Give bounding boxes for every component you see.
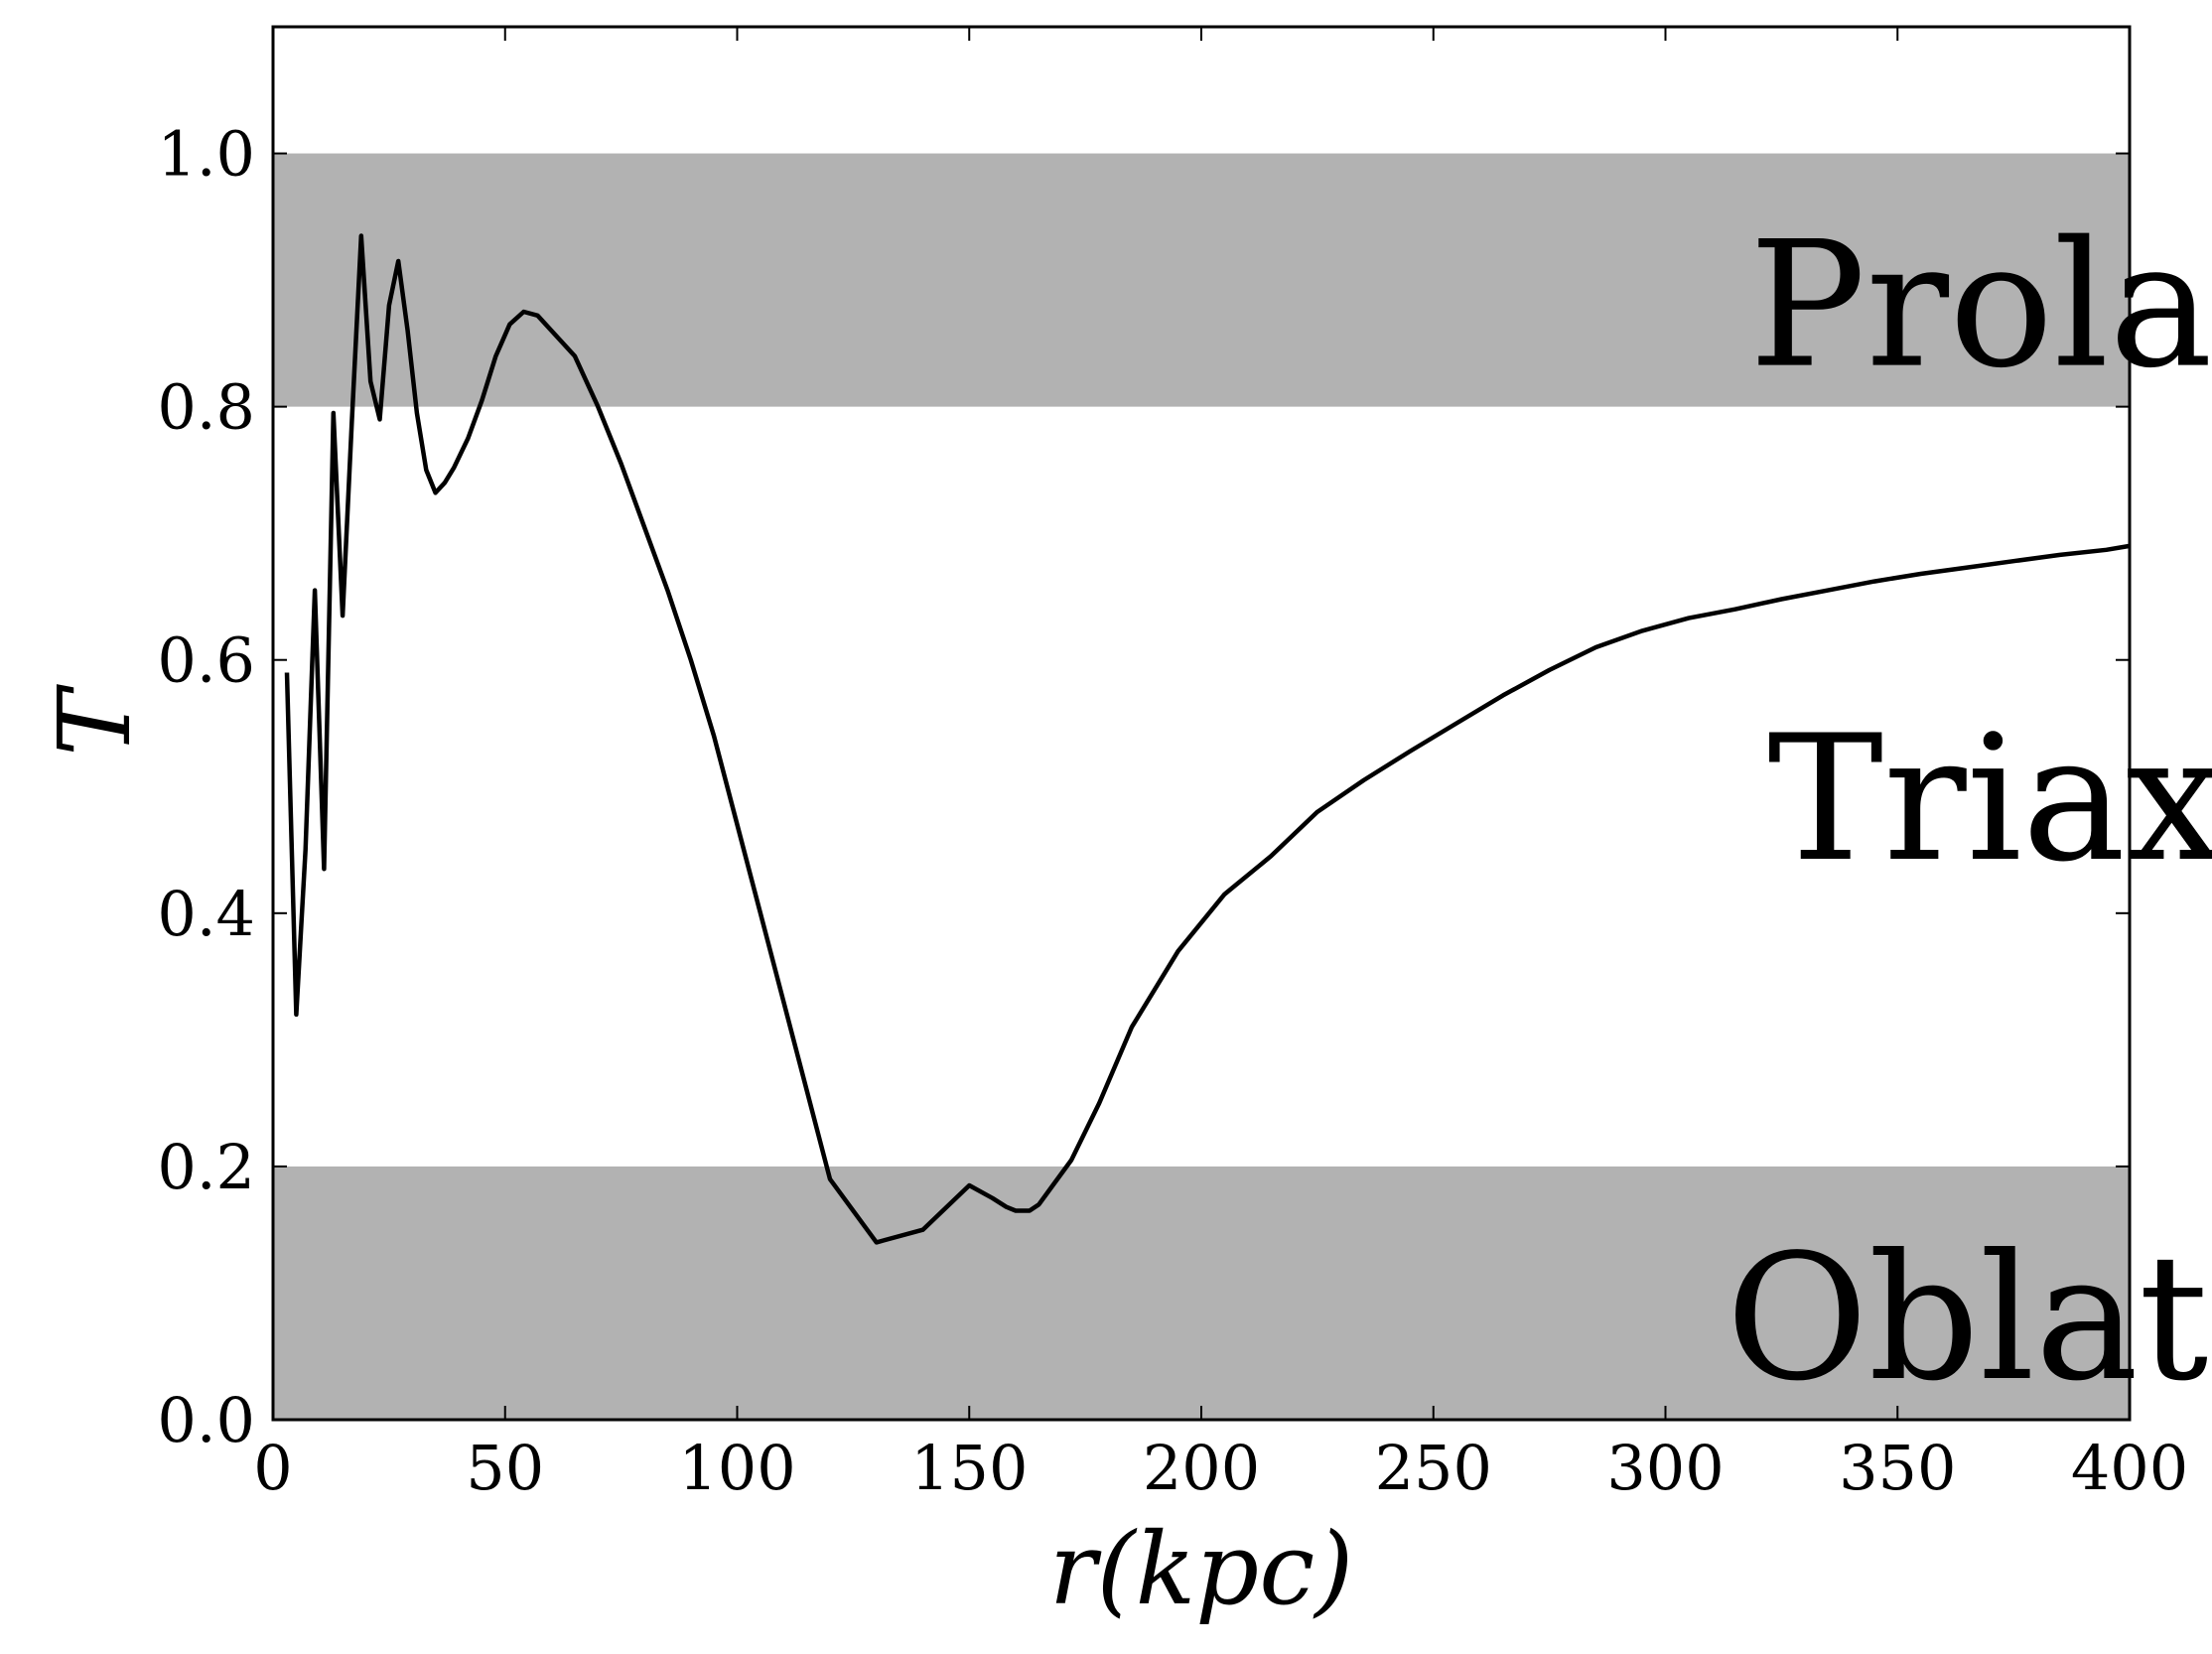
series-lines	[284, 233, 2131, 1245]
region-bands	[273, 153, 2130, 1420]
y-tick-label: 0.4	[157, 878, 255, 950]
x-tick-label: 0	[253, 1432, 292, 1504]
region-band-0	[273, 153, 2130, 407]
y-tick-label: 0.0	[157, 1384, 255, 1456]
y-axis-label: T	[37, 684, 153, 757]
x-tick-label: 50	[466, 1432, 544, 1504]
y-tick-label: 0.6	[157, 624, 255, 697]
x-tick-label: 150	[910, 1432, 1028, 1504]
region-annotations: Prolate Triaxial Oblate	[1726, 206, 2212, 1420]
region-band-1	[273, 1166, 2130, 1420]
region-label-triaxial: Triaxial	[1767, 699, 2212, 900]
region-label-oblate: Oblate	[1726, 1218, 2212, 1420]
x-tick-label: 300	[1606, 1432, 1724, 1504]
axis-ticks: 0 50 100 150 200 250 300 350 400 0.0 0.2 0.4 0.6 0.8 1…	[157, 27, 2188, 1504]
series-line-0	[284, 233, 2131, 1245]
x-tick-label: 350	[1839, 1432, 1956, 1504]
y-tick-label: 0.2	[157, 1131, 255, 1203]
x-axis-label: r(kpc)	[1049, 1511, 1353, 1627]
y-tick-label: 1.0	[157, 118, 255, 191]
x-tick-label: 400	[2071, 1432, 2188, 1504]
x-tick-label: 250	[1375, 1432, 1492, 1504]
region-label-prolate: Prolate	[1749, 206, 2212, 407]
plot-frame	[271, 25, 2132, 1422]
x-tick-label: 100	[678, 1432, 795, 1504]
x-tick-label: 200	[1143, 1432, 1260, 1504]
y-tick-label: 0.8	[157, 371, 255, 444]
